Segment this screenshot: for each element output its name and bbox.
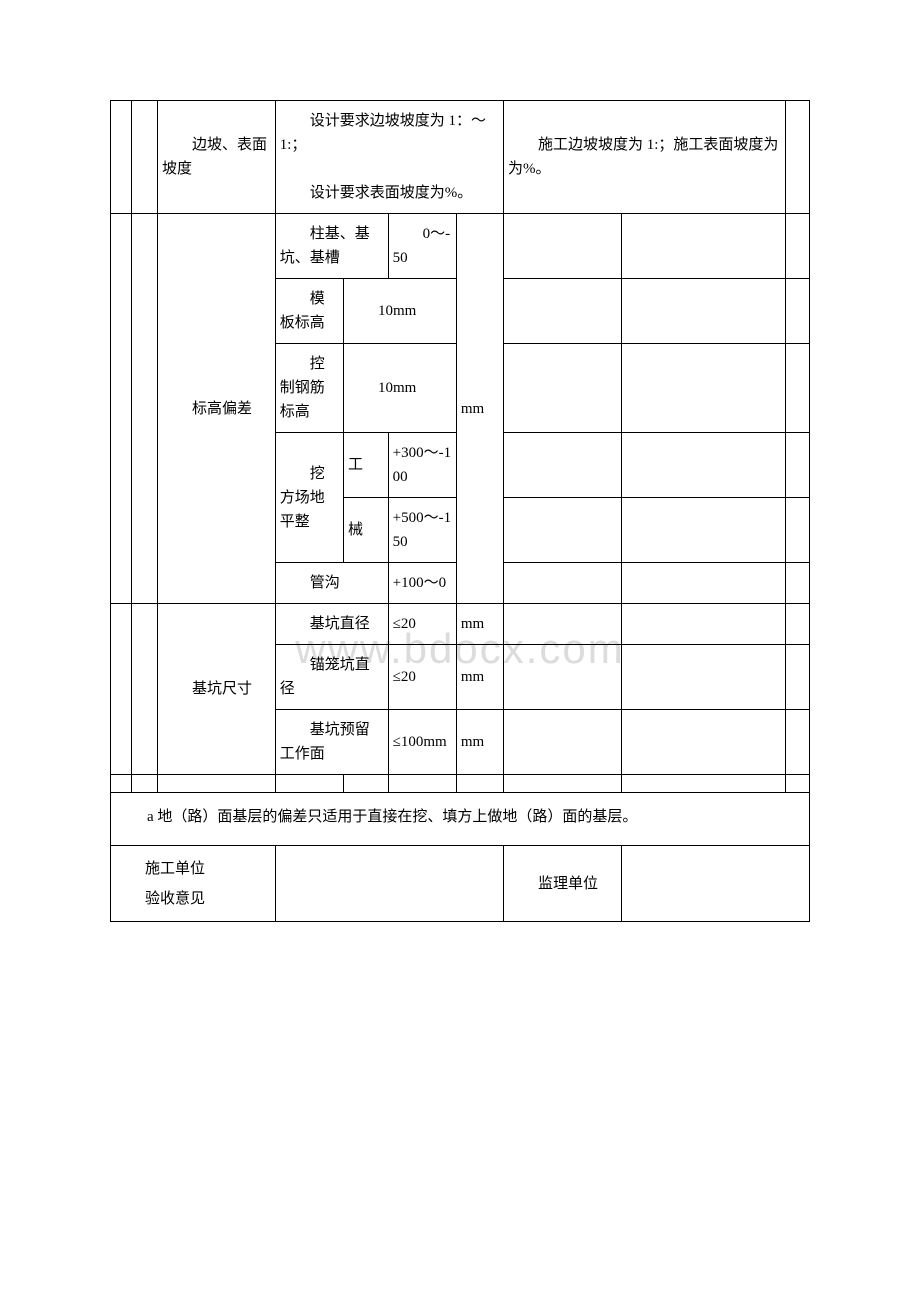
table-row: 边坡、表面坡度 设计要求边坡坡度为 1：～1:； 设计要求表面坡度为%。 施工边… [111,101,810,214]
pit-label: 基坑尺寸 [162,677,271,701]
pit-r3-label: 基坑预留工作面 [280,718,384,766]
elev-r4b-val: +500～-150 [393,506,452,554]
pit-r2-label: 锚笼坑直径 [280,653,384,701]
elev-r5-label: 管沟 [280,571,384,595]
pit-r2-unit: mm [461,665,499,689]
pit-r1-val: ≤20 [393,612,452,636]
construction-slope: 施工边坡坡度为 1:；施工表面坡度为为%。 [508,133,781,181]
design-slope-1: 设计要求边坡坡度为 1：～1:； [280,109,499,157]
elev-r1-label: 柱基、基坑、基槽 [280,222,384,270]
footnote-text: a 地（路）面基层的偏差只适用于直接在挖、填方上做地（路）面的基层。 [117,805,803,829]
elev-r5-val: +100～0 [393,571,452,595]
pit-r2-val: ≤20 [393,665,452,689]
elev-r3-val: 10mm [348,376,452,400]
table-row [111,775,810,793]
elev-r3-label: 控制钢筋标高 [280,352,339,424]
signoff-left-2: 验收意见 [115,887,271,911]
table-row: a 地（路）面基层的偏差只适用于直接在挖、填方上做地（路）面的基层。 [111,793,810,846]
signoff-left-1: 施工单位 [115,857,271,881]
elev-r4-label: 挖方场地平整 [280,462,339,534]
slope-label: 边坡、表面坡度 [162,133,271,181]
table-row: 施工单位 验收意见 监理单位 [111,846,810,922]
inspection-table: 边坡、表面坡度 设计要求边坡坡度为 1：～1:； 设计要求表面坡度为%。 施工边… [110,100,810,922]
signoff-right: 监理单位 [508,872,617,896]
design-slope-2: 设计要求表面坡度为%。 [280,181,499,205]
elev-r4a-sub: 工 [348,453,384,477]
table-row: 标高偏差 柱基、基坑、基槽 0～-50 mm [111,214,810,279]
pit-r1-label: 基坑直径 [280,612,384,636]
elev-unit: mm [461,397,499,421]
elev-r4a-val: +300～-100 [393,441,452,489]
elev-r2-val: 10mm [348,299,452,323]
elev-r4b-sub: 械 [348,518,384,542]
elev-r2-label: 模板标高 [280,287,339,335]
table-row: 基坑尺寸 基坑直径 ≤20 mm [111,604,810,645]
elev-r1-val: 0～-50 [393,222,452,270]
pit-r3-val: ≤100mm [393,730,452,754]
pit-r1-unit: mm [461,612,499,636]
elevation-label: 标高偏差 [162,397,271,421]
pit-r3-unit: mm [461,730,499,754]
